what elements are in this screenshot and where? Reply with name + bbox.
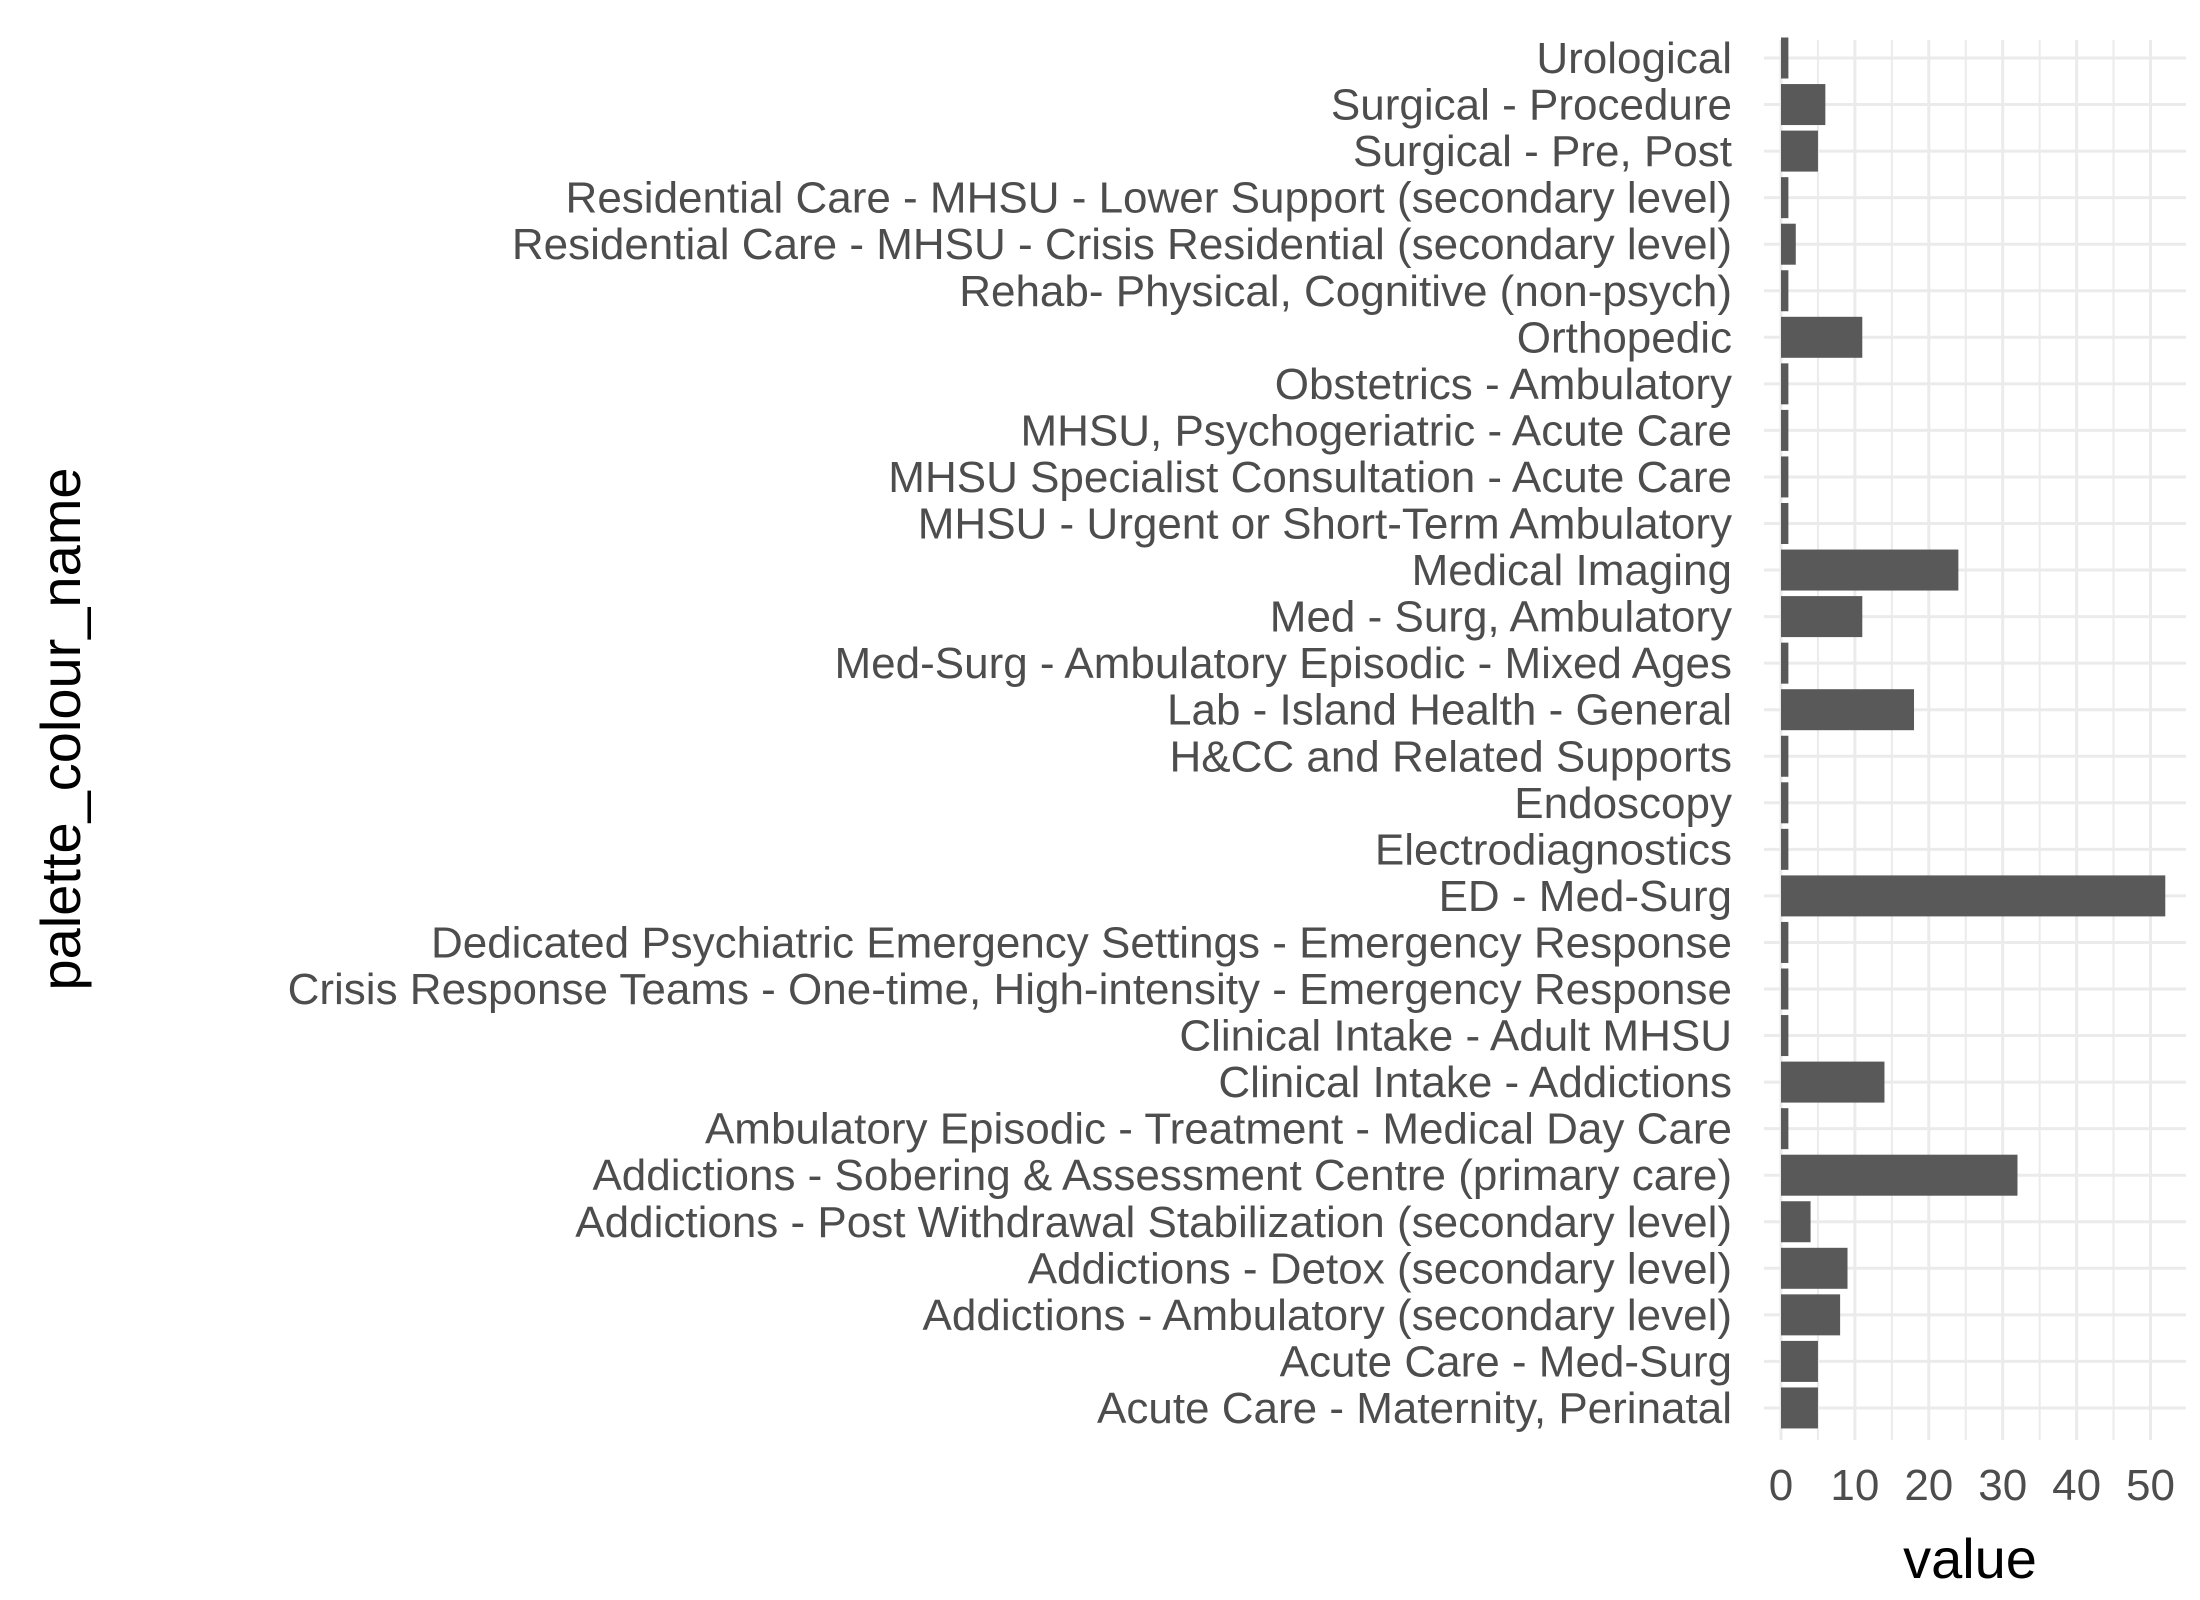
category-label: Acute Care - Med-Surg <box>1280 1337 1732 1386</box>
category-label: Addictions - Post Withdrawal Stabilizati… <box>575 1198 1732 1247</box>
category-label: Residential Care - MHSU - Lower Support … <box>566 174 1732 223</box>
bar <box>1781 1294 1841 1336</box>
bar <box>1781 456 1789 498</box>
category-label: Orthopedic <box>1517 313 1732 362</box>
x-axis-title: value <box>1903 1527 2037 1590</box>
category-label: Addictions - Sobering & Assessment Centr… <box>592 1151 1732 1200</box>
bar <box>1781 549 1959 591</box>
x-tick-label: 50 <box>2126 1461 2175 1510</box>
bar <box>1781 1015 1789 1057</box>
category-label: Urological <box>1536 34 1732 83</box>
category-label: ED - Med-Surg <box>1439 872 1732 921</box>
category-label: Clinical Intake - Adult MHSU <box>1179 1012 1732 1061</box>
category-label: H&CC and Related Supports <box>1169 732 1732 781</box>
bar <box>1781 921 1789 963</box>
category-label: MHSU, Psychogeriatric - Acute Care <box>1020 406 1732 455</box>
category-label: Surgical - Procedure <box>1331 81 1732 130</box>
minor-gridlines <box>1816 40 2115 1440</box>
category-label: Med-Surg - Ambulatory Episodic - Mixed A… <box>835 639 1733 688</box>
bar <box>1781 223 1796 265</box>
category-label: Clinical Intake - Addictions <box>1218 1058 1732 1107</box>
category-label: Endoscopy <box>1514 779 1732 828</box>
bar <box>1781 37 1789 79</box>
category-label: Lab - Island Health - General <box>1167 686 1732 735</box>
bar <box>1781 84 1826 126</box>
major-gridlines <box>1764 40 2186 1440</box>
x-tick-label: 10 <box>1830 1461 1879 1510</box>
bar <box>1781 596 1863 638</box>
bar <box>1781 875 2166 917</box>
category-label: Addictions - Detox (secondary level) <box>1028 1244 1732 1293</box>
bar <box>1781 409 1789 451</box>
category-label: Addictions - Ambulatory (secondary level… <box>923 1291 1732 1340</box>
x-tick-label: 0 <box>1769 1461 1793 1510</box>
bar <box>1781 1108 1789 1150</box>
bar <box>1781 968 1789 1010</box>
bar <box>1781 1387 1818 1429</box>
bar <box>1781 1061 1885 1103</box>
bar <box>1781 363 1789 405</box>
category-label: Acute Care - Maternity, Perinatal <box>1097 1384 1732 1433</box>
bar <box>1781 316 1863 358</box>
y-axis-title: palette_colour_name <box>29 467 92 990</box>
bar <box>1781 270 1789 312</box>
bar <box>1781 689 1915 731</box>
bar <box>1781 1154 2018 1196</box>
x-tick-labels: 0 10 20 30 40 50 <box>1769 1461 2175 1510</box>
bar <box>1781 130 1818 172</box>
bar <box>1781 177 1789 219</box>
category-label: MHSU - Urgent or Short-Term Ambulatory <box>918 500 1732 549</box>
category-label: MHSU Specialist Consultation - Acute Car… <box>888 453 1732 502</box>
category-label: Electrodiagnostics <box>1375 825 1732 874</box>
category-label: Dedicated Psychiatric Emergency Settings… <box>431 918 1732 967</box>
x-tick-label: 30 <box>1978 1461 2027 1510</box>
category-label: Medical Imaging <box>1412 546 1732 595</box>
bar <box>1781 1201 1811 1243</box>
category-label: Rehab- Physical, Cognitive (non-psych) <box>959 267 1732 316</box>
bars <box>1781 37 2166 1429</box>
bar <box>1781 1340 1818 1382</box>
x-tick-label: 20 <box>1904 1461 1953 1510</box>
category-label: Obstetrics - Ambulatory <box>1275 360 1732 409</box>
category-label: Crisis Response Teams - One-time, High-i… <box>288 965 1732 1014</box>
bar <box>1781 782 1789 824</box>
category-label: Ambulatory Episodic - Treatment - Medica… <box>705 1105 1732 1154</box>
bar <box>1781 828 1789 870</box>
category-label: Med - Surg, Ambulatory <box>1270 593 1732 642</box>
bar <box>1781 1247 1848 1289</box>
category-label: Residential Care - MHSU - Crisis Residen… <box>512 220 1732 269</box>
x-tick-label: 40 <box>2052 1461 2101 1510</box>
bar <box>1781 503 1789 544</box>
bar <box>1781 642 1789 684</box>
category-label: Surgical - Pre, Post <box>1353 127 1732 176</box>
bar <box>1781 735 1789 777</box>
